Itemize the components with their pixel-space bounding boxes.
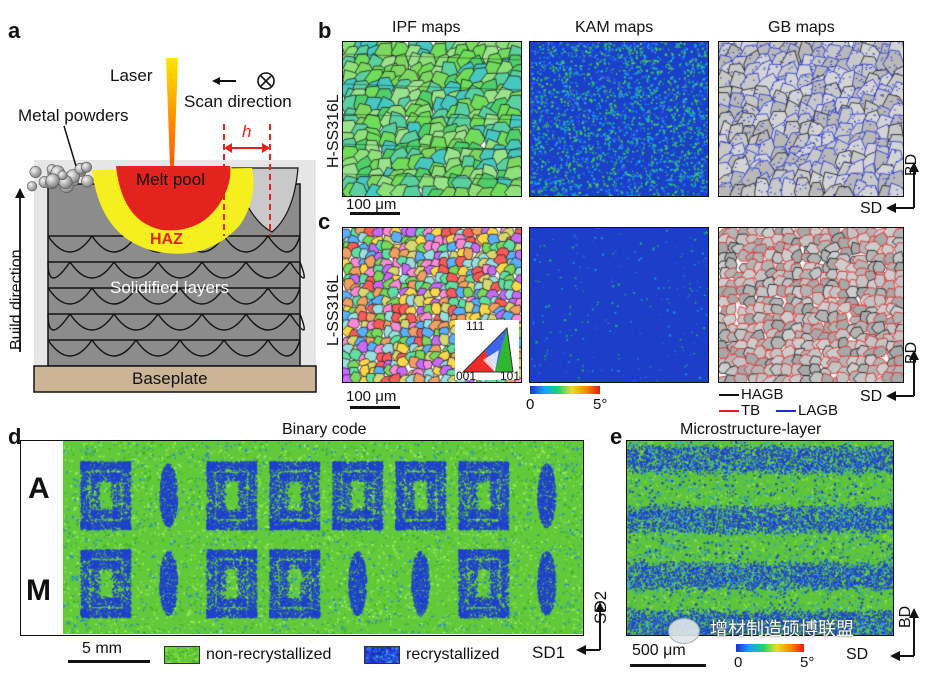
ipf-map-h	[342, 41, 522, 197]
haz-label: HAZ	[150, 231, 183, 248]
scale-bar-b	[350, 212, 400, 215]
kam-colorbar-e	[736, 644, 804, 652]
am-process-schematic	[15, 58, 317, 393]
kam-maps-header: KAM maps	[575, 19, 654, 36]
sd1-axis-label: SD1	[532, 643, 566, 662]
kam-min-c: 0	[526, 396, 535, 413]
sd2-axis-label: SD2	[591, 590, 610, 624]
legend-non-swatch	[164, 646, 200, 664]
laser-beam	[166, 58, 178, 166]
baseplate-label: Baseplate	[132, 369, 208, 388]
watermark-text: 增材制造硕博联盟	[710, 619, 854, 639]
melt-pool-label: Melt pool	[136, 170, 205, 189]
bd-axis-label-b: BD	[903, 153, 920, 176]
scale-label-b: 100 μm	[346, 196, 397, 213]
baseplate-block	[33, 365, 317, 393]
ipf-map-l	[342, 227, 522, 383]
scale-label-e: 500 μm	[632, 642, 686, 659]
panel-a-label: a	[8, 18, 21, 43]
bd-sd-axes-e	[890, 608, 919, 661]
bd-sd-axes-b	[886, 162, 919, 213]
legend-tb-line	[719, 410, 739, 412]
panel-d-label: d	[8, 424, 22, 449]
legend-rec-label: recrystallized	[406, 646, 500, 663]
ipf-maps-header: IPF maps	[392, 19, 461, 36]
bd-axis-label-e: BD	[897, 605, 914, 628]
scale-label-d: 5 mm	[82, 640, 122, 657]
h-ss316l-label: H-SS316L	[325, 94, 342, 168]
microstructure-layer-title: Microstructure-layer	[680, 421, 822, 438]
ipf-111-label: 111	[466, 319, 485, 333]
ipf-101-label: 101	[500, 369, 521, 383]
laser-label: Laser	[110, 66, 153, 85]
ipf-001-label: 001	[456, 369, 477, 383]
gb-map-h	[718, 41, 904, 197]
scale-bar-e	[630, 664, 706, 667]
metal-powders-label: Metal powders	[18, 106, 129, 125]
binary-code-map	[20, 440, 584, 636]
into-page-symbol	[257, 72, 275, 90]
kam-max-c: 5°	[593, 396, 608, 413]
kam-map-l	[529, 227, 709, 383]
sd-axis-label-e: SD	[846, 646, 869, 663]
gb-maps-header: GB maps	[768, 19, 835, 36]
legend-rec-swatch	[364, 646, 400, 664]
panel-e-label: e	[610, 424, 623, 449]
gb-map-l	[718, 227, 904, 383]
bd-sd-axes-c	[886, 350, 919, 401]
scale-bar-d	[68, 660, 150, 663]
legend-lagb-label: LAGB	[798, 402, 839, 419]
h-label: h	[242, 122, 252, 141]
l-ss316l-label: L-SS316L	[325, 274, 342, 346]
melt-pool-region	[116, 166, 231, 231]
sd1-sd2-axes	[576, 602, 605, 655]
legend-hagb-line	[719, 394, 739, 396]
row-m-label: M	[26, 574, 51, 607]
binary-code-title: Binary code	[282, 421, 367, 438]
scale-bar-c	[350, 406, 400, 409]
microstructure-layer-map	[626, 440, 894, 636]
ipf-color-key	[455, 320, 519, 380]
row-a-label: A	[28, 472, 50, 505]
legend-hagb-label: HAGB	[741, 386, 784, 403]
legend-lagb-line	[776, 410, 796, 412]
wechat-icon	[668, 618, 700, 644]
sd-axis-label-c: SD	[860, 388, 883, 405]
scan-direction-label: Scan direction	[184, 92, 292, 111]
panel-b-label: b	[318, 18, 332, 43]
kam-colorbar-c	[530, 386, 600, 394]
scale-label-c: 100 μm	[346, 388, 397, 405]
legend-non-label: non-recrystallized	[206, 646, 332, 663]
kam-map-h	[529, 41, 709, 197]
solidified-layers-label: Solidified layers	[110, 278, 230, 297]
kam-min-e: 0	[734, 654, 743, 671]
sd-axis-label-b: SD	[860, 200, 883, 217]
kam-max-e: 5°	[800, 654, 815, 671]
legend-tb-label: TB	[741, 402, 761, 419]
build-direction-label: Build direction	[8, 249, 25, 351]
panel-c-label: c	[318, 209, 331, 234]
bd-axis-label-c: BD	[903, 341, 920, 364]
